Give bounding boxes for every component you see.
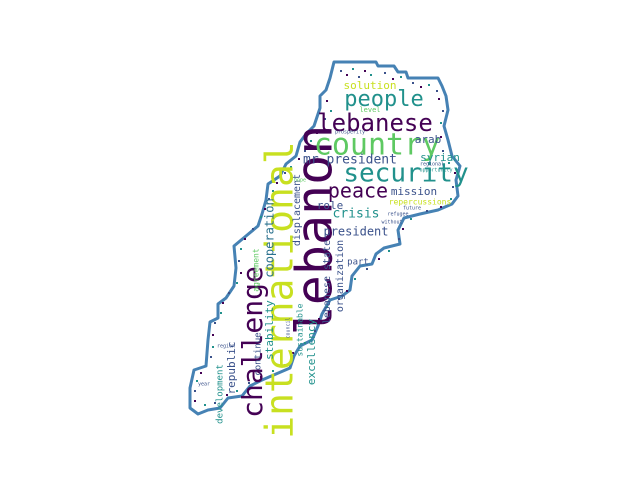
- border-speckles: [194, 68, 456, 406]
- word-council: council: [286, 317, 292, 338]
- word-excellency: excellency: [305, 319, 318, 386]
- word-challenge: challenge: [236, 266, 269, 418]
- word-crisis: crisis: [333, 207, 380, 222]
- word-future: future: [403, 206, 421, 212]
- word-sustainable: sustainable: [296, 303, 305, 356]
- word-level: level: [359, 106, 380, 114]
- word-security: security: [343, 159, 468, 189]
- word-syrian: syrian: [420, 151, 460, 164]
- word-role: role: [317, 199, 344, 212]
- word-solution: solution: [344, 79, 397, 92]
- lebanon-map-outline: [188, 60, 462, 416]
- word-people: people: [344, 87, 423, 112]
- word-country: country: [314, 128, 440, 163]
- word-republic: republic: [225, 342, 238, 395]
- word-regional: regional: [420, 162, 444, 168]
- word-year: year: [198, 382, 210, 388]
- word-international: international: [258, 141, 302, 438]
- word-president: president: [323, 225, 388, 239]
- word-development: development: [216, 364, 226, 424]
- word-opportunity: opportunity: [419, 168, 452, 174]
- word-repercussions: repercussions: [389, 198, 452, 207]
- word-hope: hope: [294, 178, 306, 184]
- word-organization: organization: [335, 240, 346, 312]
- word-continue: continue: [254, 332, 264, 375]
- word-prosperity: prosperity: [335, 130, 365, 136]
- word-part: part: [347, 258, 369, 268]
- word-lebanese-state: lebanese state: [322, 240, 333, 324]
- word-agreement: agreement: [252, 248, 261, 292]
- word-region: region: [217, 344, 235, 350]
- word-mr-president: mr president: [303, 153, 397, 168]
- word-cooperation: cooperation: [263, 198, 277, 277]
- word-displacement: displacement: [292, 174, 303, 246]
- word-lebanese: lebanese: [317, 109, 433, 137]
- word-mission: mission: [391, 185, 437, 198]
- word-without: without: [381, 220, 402, 226]
- word-refugee: refugee: [387, 212, 408, 218]
- word-lebanon: lebanon: [286, 125, 344, 336]
- word-arab: arab: [415, 133, 442, 146]
- word-peace: peace: [328, 179, 388, 203]
- word-stability: stability: [263, 300, 276, 360]
